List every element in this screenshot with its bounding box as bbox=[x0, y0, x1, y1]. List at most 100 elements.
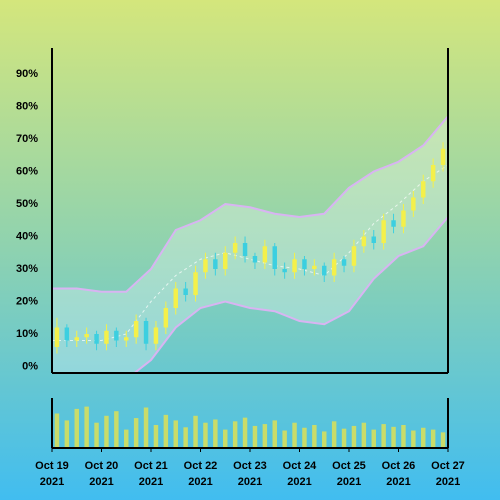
candle-body bbox=[401, 210, 406, 227]
candle-body bbox=[262, 246, 268, 263]
x-tick-year: 2021 bbox=[386, 476, 410, 488]
candle-body bbox=[223, 252, 228, 269]
y-tick-label: 50% bbox=[16, 198, 38, 210]
volume-bar bbox=[143, 407, 149, 448]
volume-bar bbox=[421, 427, 426, 448]
volume-bar bbox=[282, 430, 287, 448]
volume-bar bbox=[193, 415, 198, 448]
candle-body bbox=[381, 220, 386, 243]
volume-bar bbox=[381, 424, 386, 448]
volume-bar bbox=[322, 431, 327, 448]
y-tick-label: 60% bbox=[16, 165, 38, 177]
volume-bar bbox=[292, 422, 297, 448]
candle-body bbox=[213, 259, 218, 269]
volume-bar bbox=[54, 413, 60, 448]
y-tick-label: 20% bbox=[16, 295, 38, 307]
candle-body bbox=[133, 321, 139, 338]
candle-body bbox=[272, 246, 277, 269]
axes: 0% 10% 20% 30% 40% 50% 60% 70% 80% 90% Oct 19 2021 O… bbox=[16, 48, 465, 488]
volume-bar bbox=[153, 425, 159, 448]
volume-bar bbox=[371, 429, 376, 448]
candle-body bbox=[252, 256, 258, 263]
candle-body bbox=[64, 327, 70, 341]
volume-bar bbox=[183, 427, 188, 448]
x-tick-label: Oct 23 bbox=[233, 460, 267, 472]
volume-bar bbox=[391, 426, 396, 448]
candle-body bbox=[232, 243, 238, 253]
y-tick-label: 40% bbox=[16, 230, 38, 242]
y-tick-label: 30% bbox=[16, 263, 38, 275]
x-tick-label: Oct 27 bbox=[431, 460, 465, 472]
volume-bar bbox=[163, 414, 169, 448]
volume-bar bbox=[84, 406, 89, 448]
volume-bar bbox=[351, 425, 357, 448]
volume-bar bbox=[114, 411, 119, 448]
x-tick-year: 2021 bbox=[188, 476, 212, 488]
x-tick-label: Oct 19 bbox=[35, 460, 69, 472]
candle-body bbox=[292, 259, 297, 273]
candle-body bbox=[173, 288, 178, 308]
candle-body bbox=[302, 259, 307, 269]
volume-bar bbox=[64, 420, 70, 448]
volume-bar bbox=[312, 425, 317, 448]
candle-body bbox=[411, 197, 416, 211]
band-area bbox=[52, 116, 448, 373]
volume-bar bbox=[331, 421, 337, 448]
x-tick-year: 2021 bbox=[238, 476, 262, 488]
volume-bar bbox=[133, 418, 139, 448]
candle-body bbox=[242, 243, 248, 256]
volume-bar bbox=[440, 432, 446, 448]
x-tick-label: Oct 20 bbox=[85, 460, 119, 472]
candle-body bbox=[114, 330, 119, 341]
volume-bar bbox=[401, 425, 406, 448]
y-tick-label: 70% bbox=[16, 133, 38, 145]
x-tick-label: Oct 25 bbox=[332, 460, 366, 472]
x-tick-year: 2021 bbox=[89, 476, 113, 488]
candle-body bbox=[361, 236, 367, 247]
y-tick-label: 80% bbox=[16, 100, 38, 112]
y-tick-label: 10% bbox=[16, 328, 38, 340]
candle-body bbox=[391, 220, 396, 227]
volume-bar bbox=[223, 429, 228, 448]
candle-body bbox=[440, 148, 446, 165]
candle-body bbox=[430, 165, 436, 182]
x-tick-label: Oct 21 bbox=[134, 460, 168, 472]
candle-body bbox=[351, 246, 357, 266]
volume-bar bbox=[242, 417, 248, 448]
volume-bar bbox=[232, 421, 238, 448]
volume-bar bbox=[173, 420, 178, 448]
x-tick-label: Oct 22 bbox=[184, 460, 218, 472]
volume-bar bbox=[124, 429, 129, 448]
candle-body bbox=[421, 181, 426, 198]
candle-body bbox=[193, 272, 198, 295]
x-tick-year: 2021 bbox=[436, 476, 460, 488]
volume-bar bbox=[341, 428, 347, 448]
candle-body bbox=[322, 265, 327, 276]
candle-body bbox=[54, 327, 60, 347]
volume-bar bbox=[302, 427, 307, 448]
volume-bar bbox=[213, 419, 218, 448]
band-lower bbox=[132, 216, 448, 373]
candle-body bbox=[341, 259, 347, 266]
volume-panel bbox=[54, 406, 446, 448]
volume-bar bbox=[252, 425, 258, 448]
candle-body bbox=[84, 334, 89, 338]
x-tick-year: 2021 bbox=[287, 476, 311, 488]
candle-body bbox=[153, 327, 159, 344]
price-panel bbox=[52, 115, 448, 373]
candle-body bbox=[74, 337, 79, 341]
candle-body bbox=[163, 308, 169, 328]
candle-body bbox=[331, 259, 337, 276]
volume-bar bbox=[361, 422, 367, 448]
candle-body bbox=[203, 259, 208, 273]
candle-body bbox=[371, 236, 376, 243]
candle-body bbox=[282, 269, 287, 273]
volume-bar bbox=[203, 422, 208, 448]
candle-body bbox=[104, 330, 109, 344]
volume-bar bbox=[430, 429, 436, 448]
candle-body bbox=[124, 337, 129, 341]
volume-bar bbox=[74, 408, 79, 448]
